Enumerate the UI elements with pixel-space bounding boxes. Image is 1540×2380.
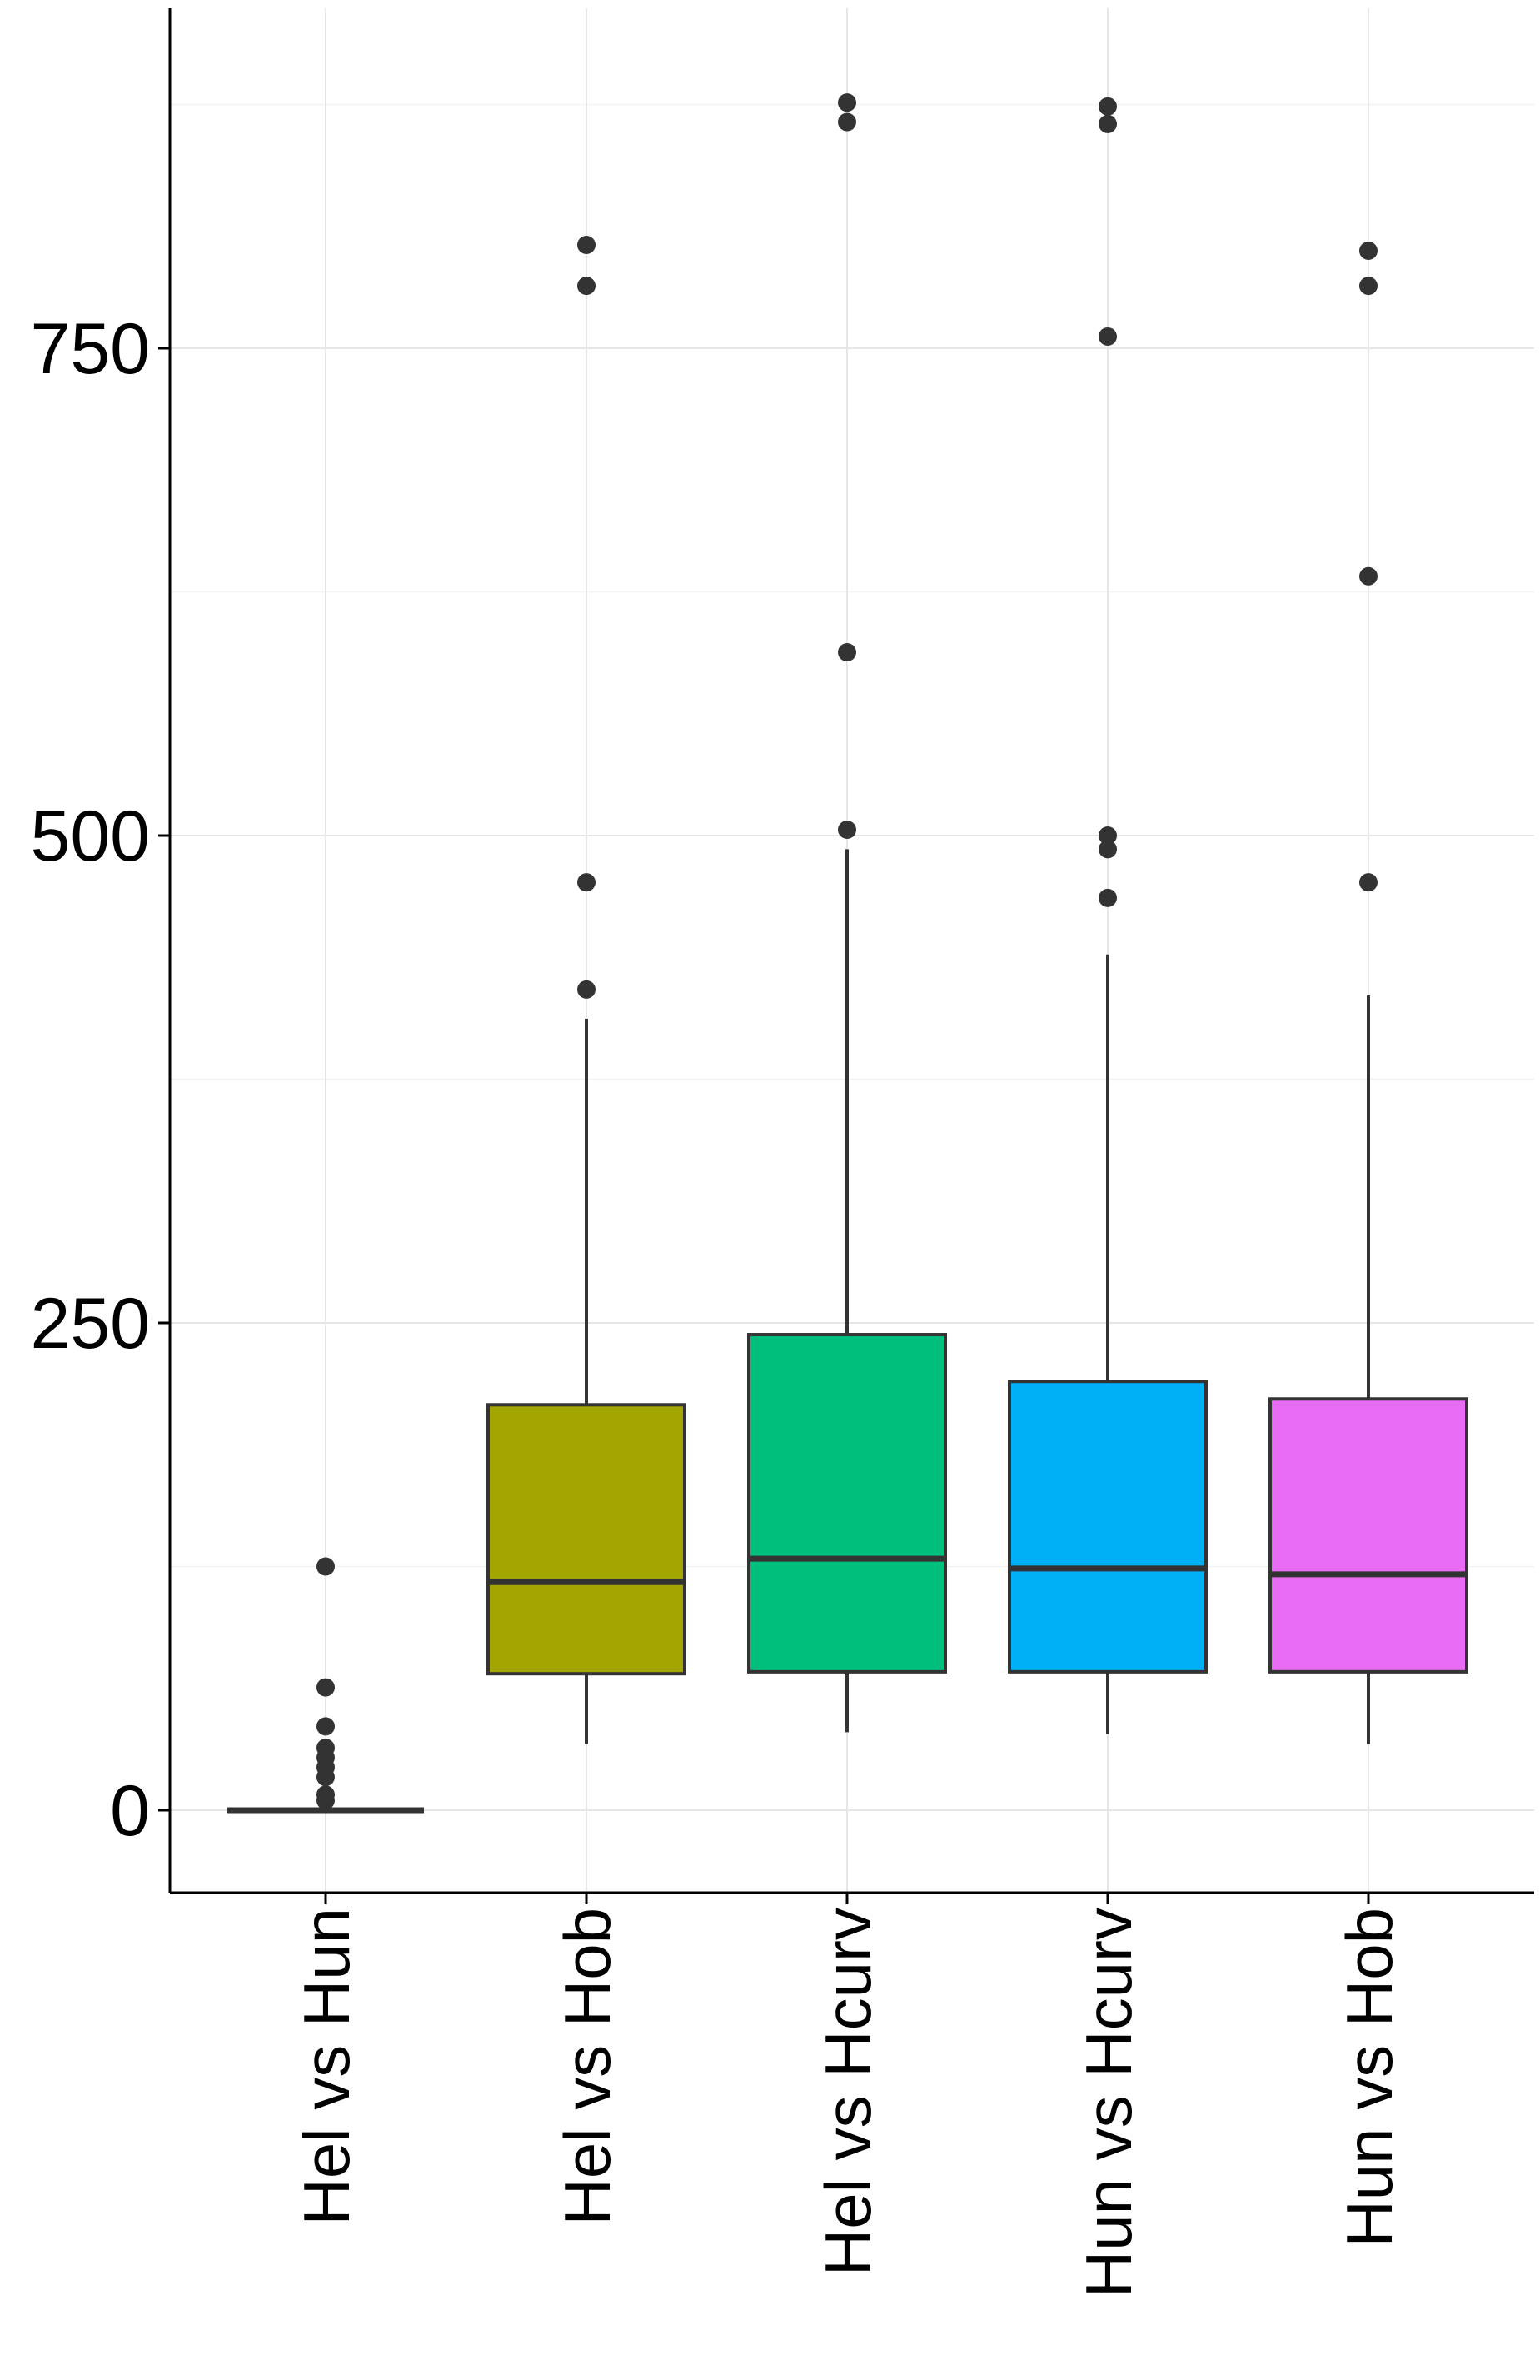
box-body [486, 1403, 686, 1676]
outlier-point [1099, 327, 1117, 346]
tick-labels: 0 250 500 750 Hel vs Hun Hel vs Hob Hel vs Hcu… [31, 309, 1407, 2298]
y-tick-label: 500 [31, 796, 151, 876]
box-1 [227, 1557, 424, 1814]
x-tick-label: Hel vs Hcurv [811, 1908, 885, 2276]
outlier-point [577, 235, 596, 254]
outlier-point [316, 1739, 335, 1758]
x-tick-label: Hun vs Hcurv [1072, 1908, 1145, 2298]
outlier-point [838, 820, 856, 839]
outlier-point [316, 1557, 335, 1576]
outlier-point [1099, 826, 1117, 845]
box-3 [747, 93, 947, 1733]
y-tick-label: 0 [110, 1771, 150, 1851]
y-tick-label: 250 [31, 1284, 151, 1364]
box-body [747, 1333, 947, 1674]
axes [168, 8, 1534, 1894]
outlier-point [1359, 277, 1378, 296]
outlier-point [577, 980, 596, 999]
outlier-point [838, 112, 856, 132]
x-tick-label: Hel vs Hob [551, 1908, 624, 2225]
outlier-point [1099, 114, 1117, 133]
boxes-layer [227, 93, 1468, 1814]
outlier-point [838, 643, 856, 662]
box-5 [1268, 242, 1468, 1744]
outlier-point [316, 1678, 335, 1697]
outlier-point [1359, 242, 1378, 260]
outlier-point [1099, 97, 1117, 116]
outlier-point [1099, 840, 1117, 859]
y-tick-label: 750 [31, 309, 151, 389]
x-tick-label: Hun vs Hob [1333, 1908, 1406, 2248]
box-2 [486, 235, 686, 1744]
box-4 [1008, 97, 1208, 1734]
outlier-point [577, 873, 596, 892]
outlier-point [1359, 566, 1378, 586]
outlier-point [577, 277, 596, 296]
outlier-point [1359, 873, 1378, 892]
outlier-point [316, 1785, 335, 1804]
outlier-point [1099, 888, 1117, 907]
box-body [1008, 1380, 1208, 1674]
outlier-point [316, 1717, 335, 1736]
x-tick-label: Hel vs Hun [290, 1908, 363, 2225]
box-body [1268, 1397, 1468, 1674]
outlier-point [838, 93, 856, 112]
